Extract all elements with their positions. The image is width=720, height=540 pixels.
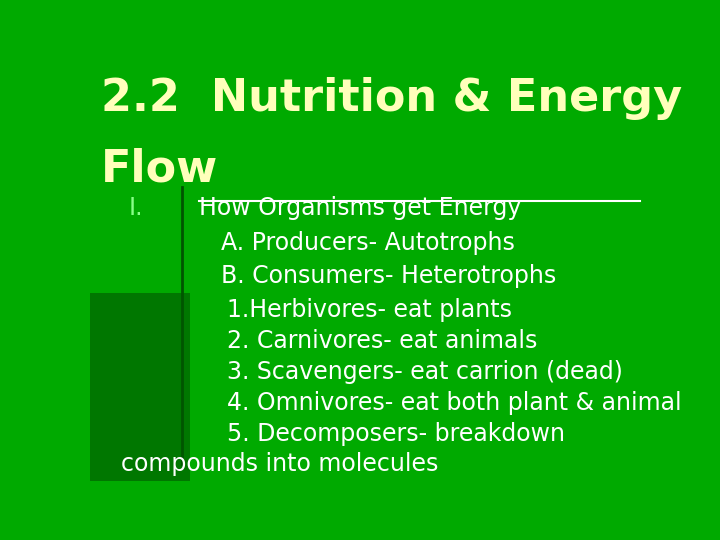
Text: compounds into molecules: compounds into molecules	[121, 453, 438, 476]
Text: 4. Omnivores- eat both plant & animal: 4. Omnivores- eat both plant & animal	[227, 391, 681, 415]
Text: Flow: Flow	[101, 148, 218, 191]
Text: 3. Scavengers- eat carrion (dead): 3. Scavengers- eat carrion (dead)	[227, 360, 623, 384]
Text: A. Producers- Autotrophs: A. Producers- Autotrophs	[221, 231, 515, 255]
Text: How Organisms get Energy: How Organisms get Energy	[199, 196, 521, 220]
Text: I.: I.	[129, 196, 143, 220]
Text: B. Consumers- Heterotrophs: B. Consumers- Heterotrophs	[221, 265, 557, 288]
Text: 5. Decomposers- breakdown: 5. Decomposers- breakdown	[227, 422, 564, 447]
Text: 1.Herbivores- eat plants: 1.Herbivores- eat plants	[227, 298, 512, 322]
Text: 2. Carnivores- eat animals: 2. Carnivores- eat animals	[227, 329, 537, 353]
Bar	[90, 294, 190, 481]
Text: 2.2  Nutrition & Energy: 2.2 Nutrition & Energy	[101, 77, 683, 120]
